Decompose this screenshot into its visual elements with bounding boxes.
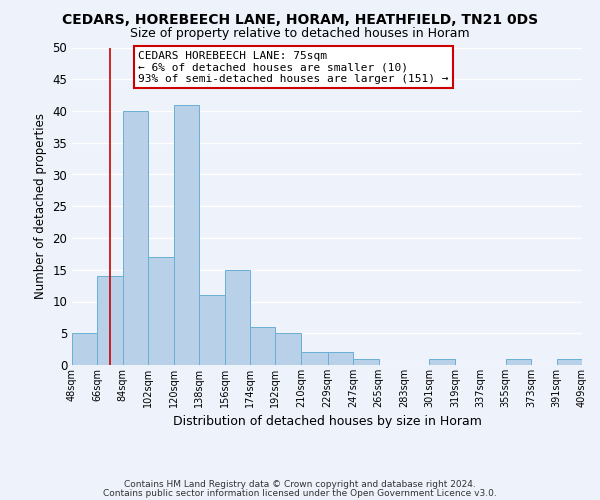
Bar: [506, 358, 531, 365]
Bar: [353, 358, 379, 365]
Bar: [430, 358, 455, 365]
Text: Contains public sector information licensed under the Open Government Licence v3: Contains public sector information licen…: [103, 489, 497, 498]
Bar: [224, 270, 250, 365]
Bar: [557, 358, 582, 365]
Text: CEDARS HOREBEECH LANE: 75sqm
← 6% of detached houses are smaller (10)
93% of sem: CEDARS HOREBEECH LANE: 75sqm ← 6% of det…: [139, 50, 449, 84]
Bar: [97, 276, 123, 365]
Bar: [174, 104, 199, 365]
X-axis label: Distribution of detached houses by size in Horam: Distribution of detached houses by size …: [173, 416, 481, 428]
Bar: [199, 295, 224, 365]
Bar: [301, 352, 328, 365]
Bar: [123, 111, 148, 365]
Bar: [148, 257, 174, 365]
Bar: [72, 333, 97, 365]
Text: CEDARS, HOREBEECH LANE, HORAM, HEATHFIELD, TN21 0DS: CEDARS, HOREBEECH LANE, HORAM, HEATHFIEL…: [62, 12, 538, 26]
Text: Contains HM Land Registry data © Crown copyright and database right 2024.: Contains HM Land Registry data © Crown c…: [124, 480, 476, 489]
Bar: [275, 333, 301, 365]
Text: Size of property relative to detached houses in Horam: Size of property relative to detached ho…: [130, 28, 470, 40]
Bar: [328, 352, 353, 365]
Y-axis label: Number of detached properties: Number of detached properties: [34, 114, 47, 299]
Bar: [250, 327, 275, 365]
